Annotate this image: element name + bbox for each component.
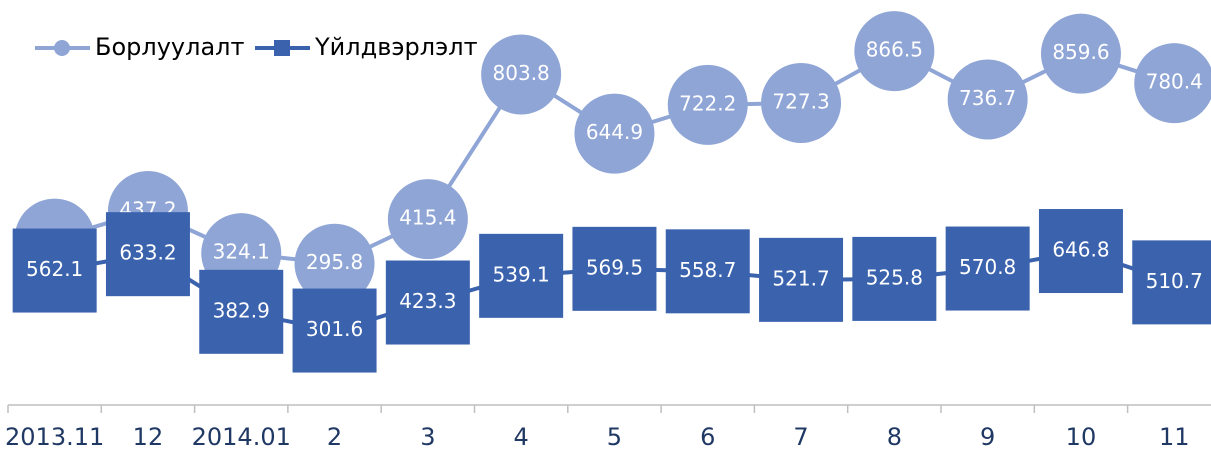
point-marker xyxy=(572,226,657,311)
point-marker xyxy=(1132,240,1211,325)
point-marker xyxy=(665,229,750,314)
x-tick-label: 3 xyxy=(420,423,435,449)
point-marker xyxy=(947,59,1028,140)
data-label: 633.2 xyxy=(119,241,176,265)
data-label: 324.1 xyxy=(213,240,270,264)
data-label: 382.9 xyxy=(213,298,270,322)
data-label: 736.7 xyxy=(959,86,1016,110)
data-label: 558.7 xyxy=(679,258,736,282)
point-marker xyxy=(292,288,377,373)
series: 562.1 633.2 382.9 301.6 423.3 539.1 569.5 558.7… xyxy=(12,209,1211,373)
data-label: 570.8 xyxy=(959,255,1016,279)
x-tick-label: 11 xyxy=(1159,423,1190,449)
data-label: 301.6 xyxy=(306,317,363,341)
data-label: 295.8 xyxy=(306,250,363,274)
point-marker xyxy=(385,260,470,345)
x-tick-label: 10 xyxy=(1066,423,1097,449)
data-label: 780.4 xyxy=(1146,70,1203,94)
data-label: 803.8 xyxy=(493,61,550,85)
data-label: 727.3 xyxy=(772,89,829,113)
point-marker xyxy=(667,64,748,145)
x-tick-label: 9 xyxy=(980,423,995,449)
point-marker xyxy=(481,34,562,115)
data-label: 423.3 xyxy=(399,289,456,313)
x-tick-label: 2014.01 xyxy=(192,423,291,449)
data-label: 521.7 xyxy=(772,266,829,290)
point-marker xyxy=(1134,43,1211,124)
point-marker xyxy=(199,269,284,354)
point-marker xyxy=(852,236,937,321)
point-marker xyxy=(854,11,935,92)
point-marker xyxy=(294,223,375,304)
legend-marker xyxy=(54,40,70,56)
x-tick-label: 12 xyxy=(133,423,164,449)
data-label: 562.1 xyxy=(26,257,83,281)
point-marker xyxy=(479,233,564,318)
data-label: 859.6 xyxy=(1052,40,1109,64)
legend-marker xyxy=(274,40,290,56)
point-marker xyxy=(761,62,842,143)
data-label: 569.5 xyxy=(586,255,643,279)
data-label: 525.8 xyxy=(866,265,923,289)
x-tick-label: 5 xyxy=(607,423,622,449)
point-marker xyxy=(759,237,844,322)
data-label: 510.7 xyxy=(1146,269,1203,293)
x-tick-label: 4 xyxy=(514,423,529,449)
point-marker xyxy=(574,93,655,174)
data-label: 644.9 xyxy=(586,120,643,144)
point-marker xyxy=(105,212,190,297)
data-label: 415.4 xyxy=(399,206,456,230)
x-tick-label: 6 xyxy=(700,423,715,449)
data-label: 866.5 xyxy=(866,38,923,62)
point-marker xyxy=(945,226,1030,311)
data-label: 646.8 xyxy=(1052,238,1109,262)
legend-label: Үйлдвэрлэлт xyxy=(314,33,478,61)
x-tick-label: 2013.11 xyxy=(5,423,104,449)
data-label: 539.1 xyxy=(493,262,550,286)
legend-label: Борлуулалт xyxy=(95,33,245,61)
point-marker xyxy=(12,228,97,313)
x-tick-label: 8 xyxy=(887,423,902,449)
data-label: 722.2 xyxy=(679,91,736,115)
x-tick-label: 7 xyxy=(793,423,808,449)
point-marker xyxy=(1040,13,1121,94)
point-marker xyxy=(1038,209,1123,294)
point-marker xyxy=(387,179,468,260)
x-tick-label: 2 xyxy=(327,423,342,449)
